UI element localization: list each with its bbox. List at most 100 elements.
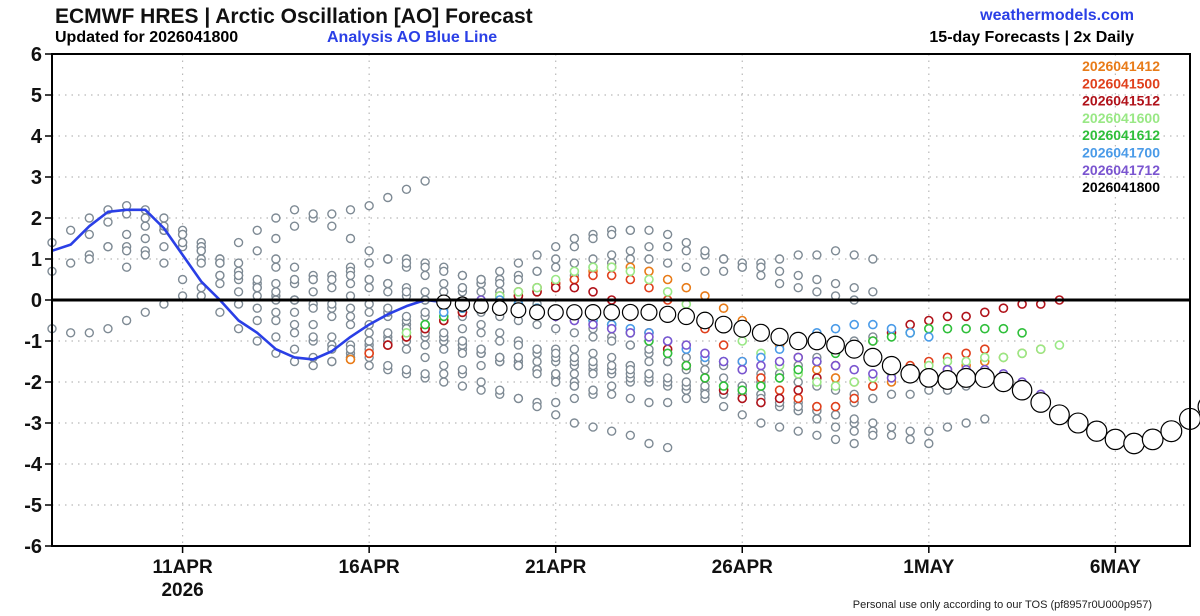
ensemble-point (625, 340, 636, 350)
ensemble-point (980, 414, 990, 424)
ensemble-point (718, 254, 729, 264)
ensemble-point (345, 278, 356, 289)
ensemble-point (513, 274, 524, 285)
ensemble-point (327, 356, 337, 367)
ensemble-point (65, 328, 76, 338)
ensemble-point (420, 262, 430, 272)
run-point (345, 354, 356, 365)
latest-run-point (677, 307, 696, 326)
ensemble-point (625, 246, 636, 256)
ensemble-point (756, 418, 766, 428)
ensemble-point (495, 352, 505, 363)
ensemble-point (345, 344, 356, 354)
legend-entry: 2026041600 (1082, 110, 1160, 126)
run-point (774, 385, 785, 396)
ensemble-point (84, 213, 95, 223)
ensemble-point (606, 250, 617, 260)
ensemble-point (737, 262, 747, 272)
ensemble-point (289, 221, 300, 231)
ensemble-point (569, 352, 580, 363)
ensemble-point (774, 266, 785, 276)
ensemble-point (569, 393, 580, 404)
ensemble-point (495, 385, 505, 395)
ensemble-point (345, 205, 356, 215)
ensemble-point (551, 397, 561, 408)
ensemble-point (793, 401, 803, 412)
x-tick-label: 6MAY (1090, 557, 1141, 578)
ensemble-point (308, 332, 318, 342)
ensemble-point (252, 336, 262, 346)
ensemble-point (327, 311, 337, 322)
run-point (569, 282, 580, 293)
legend-entry: 2026041412 (1082, 58, 1160, 74)
ensemble-point (700, 389, 710, 399)
run-point (812, 356, 822, 367)
run-point (756, 360, 766, 371)
latest-run-point (900, 364, 920, 384)
latest-run-point (918, 368, 939, 388)
ensemble-point (569, 369, 580, 379)
ensemble-point (383, 303, 393, 313)
ensemble-point (774, 254, 785, 264)
ensemble-point (196, 258, 206, 268)
run-point (644, 332, 654, 342)
ensemble-point (364, 200, 374, 211)
ensemble-point (551, 241, 561, 252)
ensemble-point (606, 381, 617, 391)
ensemble-point (551, 324, 561, 334)
ensemble-point (252, 315, 262, 326)
ensemble-point (271, 233, 281, 244)
ensemble-point (588, 233, 598, 244)
ensemble-point (289, 262, 300, 272)
ensemble-point (420, 340, 430, 350)
ensemble-point (383, 254, 393, 264)
run-point (998, 352, 1009, 363)
y-tick-label: 4 (31, 126, 43, 148)
legend-entry: 2026041612 (1082, 127, 1160, 143)
ensemble-point (252, 303, 262, 313)
ensemble-point (551, 262, 561, 272)
latest-run-point (547, 304, 564, 321)
run-point (924, 332, 934, 342)
ensemble-point (756, 270, 766, 281)
ensemble-point (121, 262, 132, 272)
x-tick-label: 16APR (339, 557, 401, 578)
ensemble-point (327, 274, 337, 285)
run-point (774, 373, 785, 383)
ensemble-point (159, 258, 169, 268)
run-point (681, 282, 692, 293)
run-point (774, 344, 785, 355)
ensemble-point (84, 229, 95, 240)
ensemble-point (252, 274, 262, 285)
ensemble-point (289, 274, 300, 285)
ensemble-point (439, 377, 449, 387)
ensemble-point (196, 283, 206, 293)
ensemble-point (383, 278, 393, 289)
ensemble-point (830, 410, 841, 420)
latest-run-point (621, 303, 639, 321)
ensemble-point (551, 254, 561, 264)
ensemble-point (718, 401, 729, 412)
ensemble-point (327, 283, 337, 293)
y-tick-label: -2 (24, 372, 42, 394)
ensemble-point (588, 348, 598, 358)
run-point (644, 282, 654, 293)
site-link[interactable]: weathermodels.com (980, 7, 1134, 24)
run-point (569, 274, 580, 285)
latest-run-point (770, 327, 789, 347)
ensemble-point (420, 307, 430, 317)
ensemble-point (793, 250, 803, 260)
latest-run-point (1104, 428, 1127, 451)
run-point (886, 332, 897, 342)
run-point (756, 373, 766, 383)
ensemble-point (401, 344, 412, 354)
ensemble-point (812, 274, 822, 285)
latest-run-point (714, 315, 733, 334)
ensemble-point (532, 401, 542, 412)
run-point (868, 319, 878, 330)
latest-run-point (1141, 428, 1164, 451)
run-point (942, 356, 953, 367)
ensemble-point (718, 266, 729, 276)
run-point (625, 274, 636, 285)
latest-run-point (844, 339, 864, 359)
